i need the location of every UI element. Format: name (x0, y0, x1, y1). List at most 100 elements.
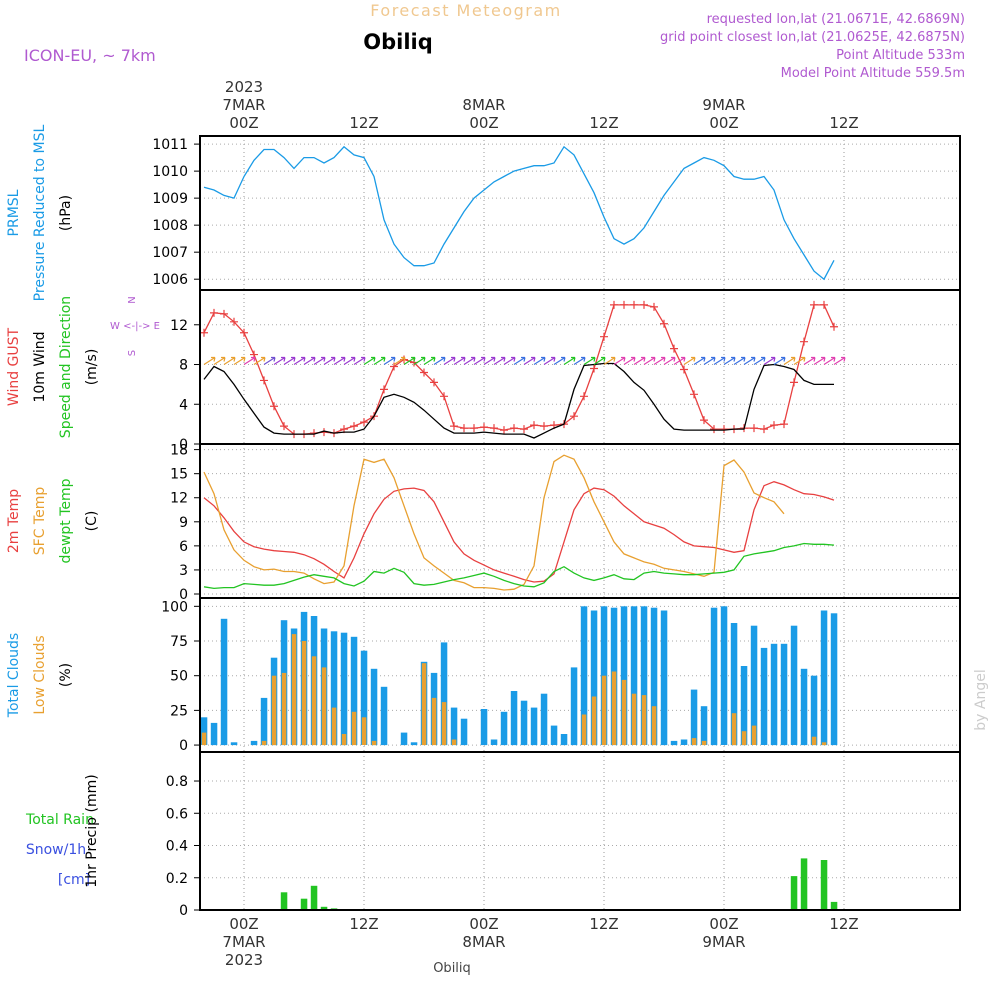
tick-label: 0 (179, 437, 188, 453)
bar-total-clouds (460, 718, 468, 746)
top-time-label: 00Z (469, 114, 498, 132)
wind-arrow (593, 356, 606, 366)
bar-total-clouds (810, 675, 818, 746)
gust-mark (760, 425, 768, 434)
top-time-label: 12Z (829, 114, 858, 132)
gust-mark (350, 422, 358, 431)
bottom-time-label: 9MAR (702, 933, 745, 951)
wind-arrow (453, 356, 466, 366)
gust-mark (820, 300, 828, 309)
bar-total-clouds (330, 631, 338, 746)
bar-total-clouds (820, 610, 828, 746)
bar-low-clouds (621, 679, 627, 746)
bar-total-clouds (690, 689, 698, 746)
wind-arrow (723, 356, 736, 366)
tick-label: 18 (170, 443, 188, 459)
bar-low-clouds (601, 675, 607, 746)
bar-total-clouds (340, 632, 348, 746)
tick-label: 0 (179, 903, 188, 919)
wind-arrow (443, 356, 456, 366)
bar-low-clouds (691, 738, 697, 745)
bar-total-clouds (200, 717, 208, 745)
gust-mark (710, 425, 718, 434)
wind-arrow (323, 356, 336, 366)
wind-arrow (763, 356, 776, 366)
top-time-label: 9MAR (702, 96, 745, 114)
bar-total-clouds (680, 739, 688, 745)
bottom-time-label: 12Z (829, 915, 858, 933)
wind-arrow (543, 356, 556, 366)
gust-mark (200, 328, 208, 337)
bar-total-clouds (440, 642, 448, 746)
wind-arrow (333, 356, 346, 366)
bar-low-clouds (641, 695, 647, 745)
bar-total-rain (820, 860, 828, 910)
bar-total-clouds (590, 610, 598, 746)
bottom-time-label: 8MAR (462, 933, 505, 951)
bar-low-clouds (351, 711, 357, 746)
wind-arrow (433, 356, 446, 366)
gust-mark (570, 412, 578, 421)
bar-low-clouds (441, 702, 447, 746)
gust-mark (380, 385, 388, 394)
y-axis-label: Snow/1h (26, 842, 86, 858)
y-axis-label: (C) (84, 511, 100, 532)
bottom-time-label: 12Z (589, 915, 618, 933)
bottom-time-label: 00Z (469, 915, 498, 933)
requested-coords: requested lon,lat (21.0671E, 42.6869N) (707, 12, 965, 27)
bar-low-clouds (361, 717, 367, 745)
tick-label: 75 (170, 634, 188, 650)
wind-arrow (643, 356, 656, 366)
bar-total-clouds (510, 691, 518, 746)
wind-arrow (583, 356, 596, 366)
gust-mark (430, 378, 438, 387)
bar-total-clouds (580, 606, 588, 745)
tick-label: 1010 (152, 164, 188, 180)
bar-total-rain (280, 892, 288, 910)
tick-label: 8 (179, 358, 188, 374)
wind-arrow (833, 356, 846, 366)
tick-label: 1009 (152, 191, 188, 207)
bar-total-clouds (540, 693, 548, 745)
bar-total-clouds (400, 732, 408, 746)
bar-total-clouds (560, 734, 568, 746)
gridpoint-coords: grid point closest lon,lat (21.0625E, 42… (660, 30, 965, 45)
model-name: ICON-EU, ~ 7km (24, 46, 156, 65)
compass-south: S (127, 350, 138, 356)
bar-low-clouds (291, 634, 297, 746)
bar-total-clouds (480, 709, 488, 746)
bar-low-clouds (371, 740, 377, 746)
top-time-label: 00Z (229, 114, 258, 132)
bar-total-clouds (490, 739, 498, 745)
bar-total-clouds (500, 711, 508, 746)
panel-temp: 0 3 6 9 12 15 18 2m Temp SFC Temp dewpt Temp (C) (6, 443, 961, 603)
gust-mark (660, 319, 668, 328)
gust-mark (470, 424, 478, 433)
bar-low-clouds (421, 663, 427, 746)
bar-total-clouds (790, 625, 798, 745)
y-axis-label: SFC Temp (32, 487, 48, 556)
gust-mark (770, 421, 778, 430)
gust-mark (440, 392, 448, 401)
bar-total-clouds (220, 618, 228, 746)
y-axis-label: (%) (58, 663, 74, 687)
bar-low-clouds (651, 706, 657, 745)
top-time-label: 7MAR (222, 96, 265, 114)
bar-total-clouds (650, 607, 658, 746)
y-axis-label: Wind GUST (6, 327, 22, 406)
y-axis-label: Pressure Reduced to MSL (32, 124, 48, 301)
bar-total-clouds (710, 607, 718, 746)
bottom-time-label: 00Z (229, 915, 258, 933)
bar-total-clouds (740, 666, 748, 746)
gust-mark (640, 300, 648, 309)
gust-mark (510, 424, 518, 433)
wind-arrow (383, 356, 396, 366)
bar-low-clouds (591, 696, 597, 746)
bar-total-clouds (370, 668, 378, 746)
bar-total-rain (300, 898, 308, 910)
panel-pressure: 1006 1007 1008 1009 1010 1011 PRMSL Pressure Re… (6, 124, 961, 301)
gust-mark (360, 418, 368, 427)
